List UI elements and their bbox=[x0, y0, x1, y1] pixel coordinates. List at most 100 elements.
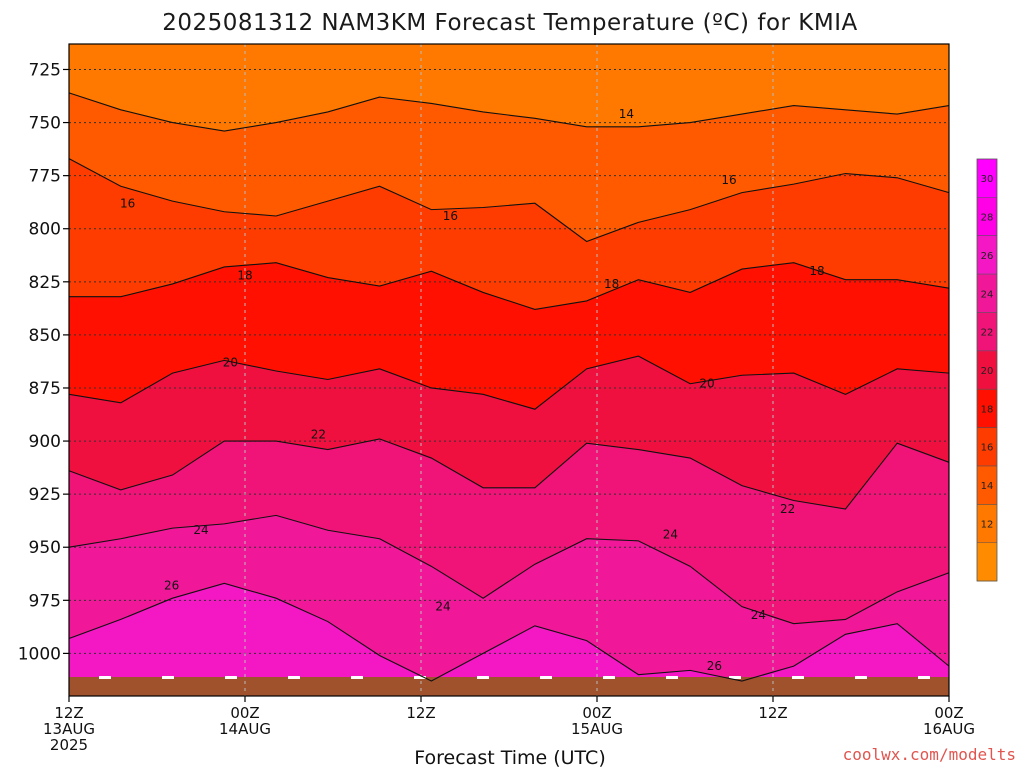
isotherm-label: 24 bbox=[193, 523, 208, 537]
ground-speck bbox=[162, 676, 174, 679]
colorbar-segment bbox=[977, 504, 997, 544]
x-tick-label: 14AUG bbox=[219, 720, 271, 738]
isotherm-label: 26 bbox=[707, 659, 722, 673]
isotherm-label: 24 bbox=[751, 608, 766, 622]
isotherm-22 bbox=[68, 438, 950, 510]
x-tick-label: 12Z bbox=[406, 704, 435, 722]
ground-speck bbox=[729, 676, 741, 679]
colorbar-tick-label: 24 bbox=[981, 289, 994, 300]
colorbar-tick-label: 12 bbox=[981, 519, 994, 530]
x-tick-label: 12Z bbox=[758, 704, 787, 722]
ground-speck bbox=[288, 676, 300, 679]
ground-speck bbox=[792, 676, 804, 679]
isotherm-label: 20 bbox=[699, 377, 714, 391]
credit-text: coolwx.com/modelts bbox=[843, 745, 1016, 764]
temperature-fill bbox=[69, 44, 949, 682]
colorbar-segment bbox=[977, 542, 997, 582]
plot-grid bbox=[68, 44, 950, 696]
y-tick-label: 825 bbox=[29, 273, 61, 293]
x-tick-label: 00Z bbox=[582, 704, 611, 722]
isotherm-26 bbox=[68, 582, 950, 682]
y-tick-label: 975 bbox=[29, 591, 61, 611]
y-tick-label: 925 bbox=[29, 485, 61, 505]
chart-title: 2025081312 NAM3KM Forecast Temperature (… bbox=[162, 10, 857, 36]
ground-speck bbox=[540, 676, 552, 679]
isotherm-labels: 14 16 16 16 18 18 18 20 20 22 22 24 24 24 24 26 26 bbox=[120, 107, 825, 673]
ground-speck bbox=[918, 676, 930, 679]
colorbar-segment bbox=[977, 274, 997, 313]
temp-band-22 bbox=[69, 438, 949, 624]
colorbar-segment bbox=[977, 465, 997, 505]
ground-speck bbox=[225, 676, 237, 679]
temp-band-24 bbox=[69, 515, 949, 681]
colorbar-frame bbox=[976, 158, 998, 582]
isotherm-label: 22 bbox=[780, 502, 795, 516]
ground-strip bbox=[69, 677, 949, 696]
isotherm-label: 16 bbox=[120, 196, 135, 210]
y-tick-label: 725 bbox=[29, 60, 61, 80]
y-tick-label: 950 bbox=[29, 538, 61, 558]
isotherm-label: 26 bbox=[164, 578, 179, 592]
isotherm-18 bbox=[69, 262, 950, 310]
isotherm-14 bbox=[68, 92, 950, 132]
isotherm-label: 16 bbox=[721, 173, 736, 187]
isotherm-label: 16 bbox=[443, 209, 458, 223]
ground-speck bbox=[855, 676, 867, 679]
isotherm-16 bbox=[68, 158, 950, 243]
x-tick-label: 00Z bbox=[230, 704, 259, 722]
isotherm-label: 18 bbox=[604, 277, 619, 291]
colorbar-tick-label: 16 bbox=[981, 443, 994, 454]
ground-speck bbox=[351, 676, 363, 679]
temp-band-20 bbox=[69, 356, 949, 510]
x-tick-label: 15AUG bbox=[571, 720, 623, 738]
temp-band-bottom bbox=[69, 583, 949, 682]
colorbar-tick-label: 26 bbox=[981, 251, 994, 262]
x-tick-label: 00Z bbox=[934, 704, 963, 722]
ground-speck bbox=[477, 676, 489, 679]
colorbar-tick-label: 14 bbox=[981, 481, 994, 492]
colorbar-segment bbox=[977, 159, 997, 198]
y-axis: 725 750 775 800 825 850 875 900 925 950 975 1000 bbox=[18, 60, 69, 664]
x-tick-label: 2025 bbox=[50, 736, 88, 754]
ground-speck bbox=[99, 676, 111, 679]
colorbar-tick-label: 22 bbox=[981, 328, 994, 339]
isotherm-label: 22 bbox=[311, 428, 326, 442]
y-tick-label: 750 bbox=[29, 114, 61, 134]
x-axis-label: Forecast Time (UTC) bbox=[414, 747, 605, 768]
colorbar-tick-label: 30 bbox=[981, 174, 994, 185]
isotherm-24 bbox=[68, 514, 950, 625]
isotherm-label: 24 bbox=[663, 527, 678, 541]
temp-band-14 bbox=[69, 92, 949, 242]
colorbar-segment bbox=[977, 350, 997, 390]
x-tick-label: 13AUG bbox=[43, 720, 95, 738]
isotherm-label: 20 bbox=[223, 356, 238, 370]
isotherm-lines bbox=[68, 92, 950, 682]
temp-band-16 bbox=[69, 158, 949, 310]
temp-band-top bbox=[69, 44, 949, 132]
y-tick-label: 1000 bbox=[18, 644, 61, 664]
ground-surface bbox=[69, 676, 949, 696]
isotherm-label: 14 bbox=[619, 107, 634, 121]
isotherm-label: 18 bbox=[237, 268, 252, 282]
ground-speck bbox=[603, 676, 615, 679]
colorbar-segment bbox=[977, 427, 997, 467]
x-tick-label: 16AUG bbox=[923, 720, 975, 738]
y-tick-label: 875 bbox=[29, 379, 61, 399]
y-tick-label: 800 bbox=[29, 220, 61, 240]
y-tick-label: 850 bbox=[29, 326, 61, 346]
colorbar-segment bbox=[977, 235, 997, 275]
colorbar: 12 14 16 18 20 22 24 26 28 30 bbox=[976, 158, 998, 582]
ground-speck bbox=[414, 676, 426, 679]
ground-speck bbox=[666, 676, 678, 679]
colorbar-segment bbox=[977, 197, 997, 237]
isotherm-20 bbox=[68, 355, 950, 410]
colorbar-tick-label: 18 bbox=[981, 404, 994, 415]
isotherm-label: 18 bbox=[809, 264, 824, 278]
y-tick-label: 900 bbox=[29, 432, 61, 452]
colorbar-tick-label: 20 bbox=[981, 366, 994, 377]
colorbar-tick-label: 28 bbox=[981, 213, 994, 224]
isotherm-label: 24 bbox=[435, 600, 450, 614]
colorbar-segment bbox=[977, 389, 997, 429]
